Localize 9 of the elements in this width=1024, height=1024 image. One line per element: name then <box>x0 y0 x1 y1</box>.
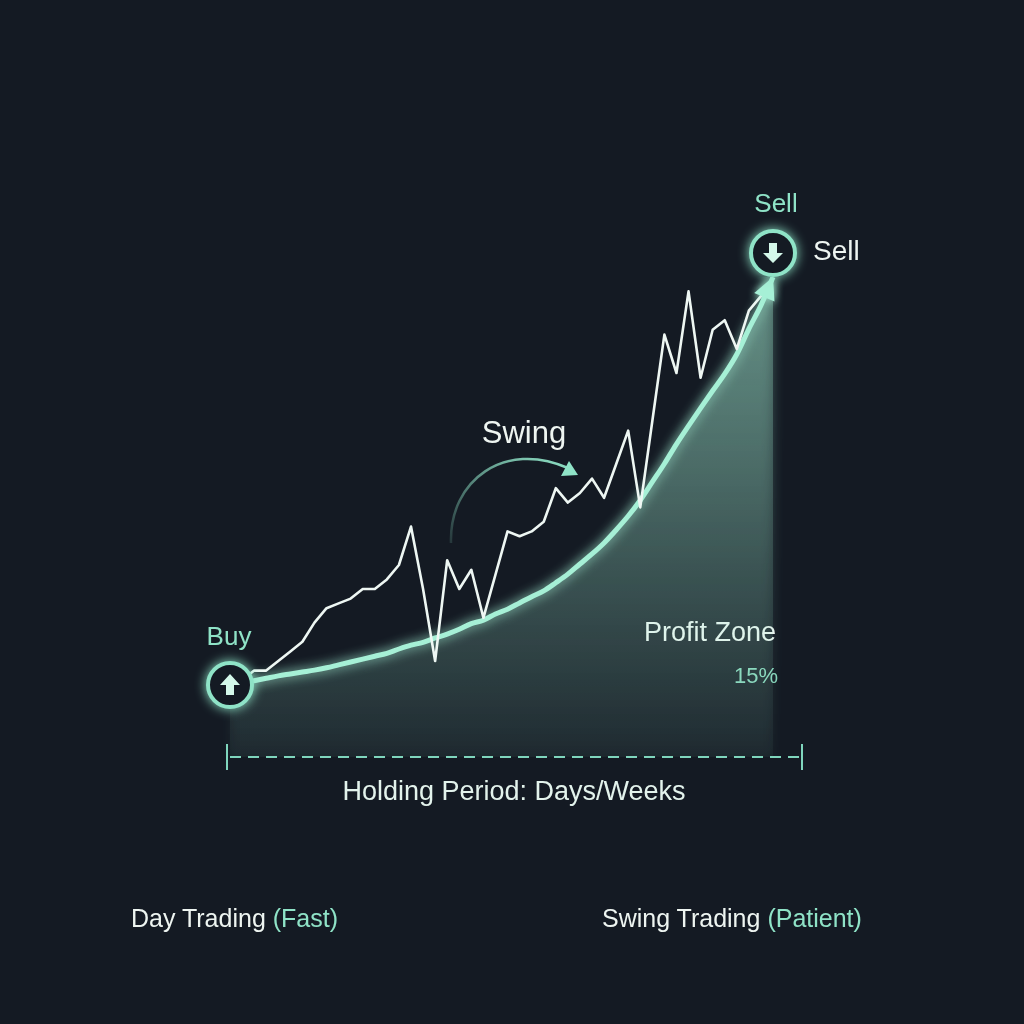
text: Day Trading (Fast) <box>131 904 339 932</box>
text: Swing Trading (Patient) <box>602 904 862 932</box>
annotation: Swing <box>481 415 567 450</box>
annotation: Profit Zone <box>643 617 776 647</box>
x-axis-title: Holding Period: Days/Weeks <box>342 776 686 806</box>
annotation: 15% <box>733 663 778 688</box>
text: Sell <box>813 235 860 266</box>
text: Sell <box>754 188 798 218</box>
annotation: Buy <box>206 621 252 651</box>
